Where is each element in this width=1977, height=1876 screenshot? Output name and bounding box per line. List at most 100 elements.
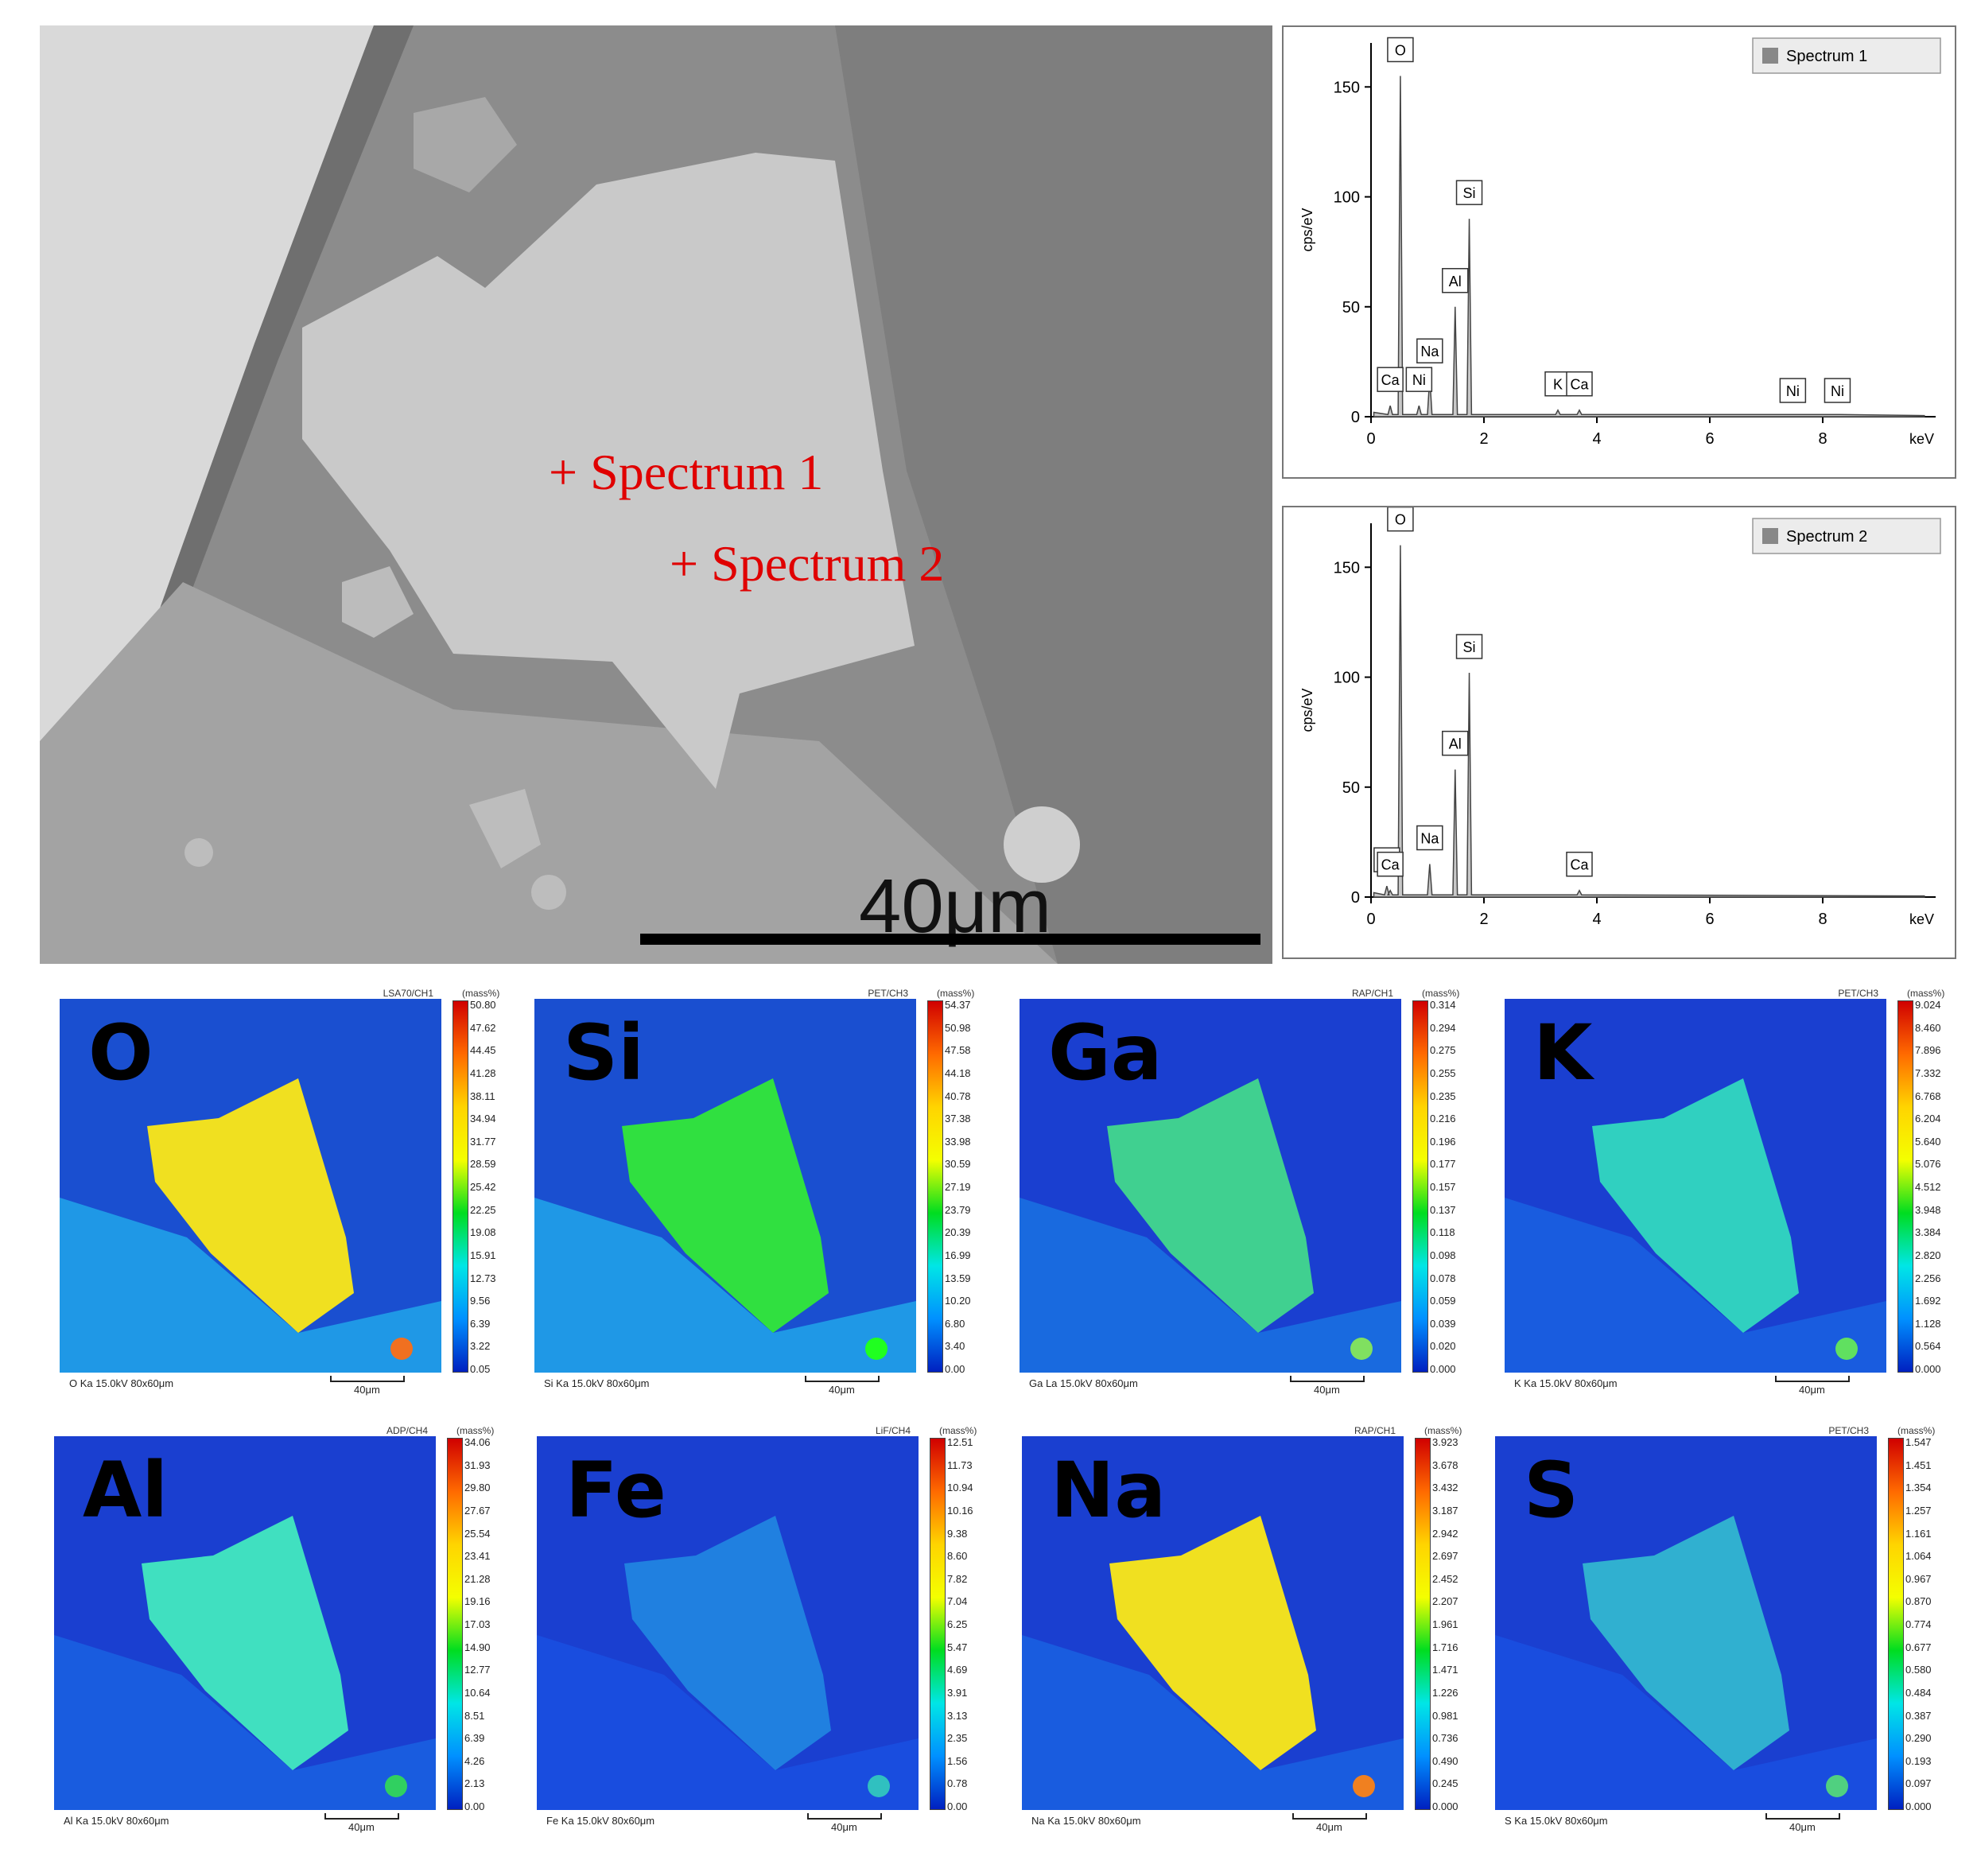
colorbar-tick: 0.177 [1430, 1158, 1456, 1171]
element-map-image [1020, 999, 1401, 1373]
map-scale-label: 40μm [1799, 1384, 1825, 1396]
colorbar [930, 1438, 946, 1810]
colorbar [1897, 1000, 1913, 1373]
peak-label-box [1455, 634, 1483, 659]
colorbar-tick: 30.59 [945, 1158, 971, 1171]
colorbar-tick: 0.118 [1430, 1226, 1455, 1239]
element-symbol: Ga [1048, 1008, 1163, 1097]
colorbar-tick: 2.35 [947, 1732, 968, 1745]
spectrum1-marker: + Spectrum 1 [549, 444, 824, 500]
y-axis-label: cps/eV [1299, 688, 1315, 732]
colorbar-unit: (mass%) [939, 1425, 977, 1436]
sem-image [40, 25, 1272, 964]
map-scale-bar [1775, 1376, 1850, 1382]
element-map-image [54, 1436, 436, 1810]
peak-label: Ni [1831, 383, 1844, 399]
colorbar-tick: 1.56 [947, 1754, 968, 1767]
map-footer: S Ka 15.0kV 80x60μm [1505, 1815, 1608, 1827]
colorbar-tick: 10.94 [947, 1482, 973, 1494]
colorbar-tick: 0.78 [947, 1777, 968, 1790]
colorbar-tick: 0.098 [1430, 1249, 1456, 1261]
colorbar-tick: 0.774 [1905, 1618, 1932, 1630]
peak-label-box [1377, 851, 1404, 877]
colorbar-tick: 0.870 [1905, 1595, 1932, 1608]
colorbar-tick: 17.03 [464, 1618, 491, 1630]
colorbar-tick: 22.25 [470, 1203, 496, 1216]
colorbar-tick: 1.471 [1432, 1664, 1458, 1676]
map-footer: Ga La 15.0kV 80x60μm [1029, 1377, 1138, 1389]
colorbar-tick: 9.38 [947, 1527, 968, 1540]
colorbar-tick: 0.245 [1432, 1777, 1458, 1790]
colorbar-ticks: 9.024 8.460 7.896 7.332 6.768 6.204 5.640 5.076… [1915, 999, 1971, 1375]
colorbar-tick: 3.432 [1432, 1482, 1458, 1494]
colorbar [452, 1000, 468, 1373]
colorbar-tick: 0.484 [1905, 1686, 1932, 1699]
peak-label-box [1779, 378, 1807, 403]
peak-label: Ca [1381, 372, 1400, 388]
colorbar-tick: 13.59 [945, 1272, 971, 1284]
colorbar-tick: 2.13 [464, 1777, 485, 1790]
element-map-image [60, 999, 441, 1373]
colorbar-unit: (mass%) [1424, 1425, 1462, 1436]
peak-label-box [1824, 378, 1851, 403]
colorbar-unit: (mass%) [1897, 1425, 1936, 1436]
x-axis-label: keV [1909, 431, 1934, 447]
colorbar-tick: 54.37 [945, 999, 971, 1011]
y-tick-label: 50 [1342, 779, 1360, 797]
element-map-image [1495, 1436, 1877, 1810]
peak-label: Al [1449, 736, 1462, 752]
colorbar-tick: 3.22 [470, 1340, 491, 1353]
colorbar-tick: 0.05 [470, 1363, 491, 1375]
colorbar-ticks: 50.80 47.62 44.45 41.28 38.11 34.94 31.77 28.59… [470, 999, 526, 1375]
colorbar-tick: 0.00 [464, 1800, 485, 1812]
colorbar-tick: 1.961 [1432, 1618, 1458, 1630]
map-scale-label: 40μm [1789, 1821, 1816, 1833]
y-tick-label: 0 [1351, 409, 1360, 426]
peak-label-box [1566, 371, 1593, 397]
colorbar-tick: 41.28 [470, 1066, 496, 1079]
colorbar-ticks: 34.06 31.93 29.80 27.67 25.54 23.41 21.28 19.16… [464, 1436, 520, 1812]
colorbar-tick: 0.216 [1430, 1113, 1456, 1125]
colorbar-tick: 10.16 [947, 1504, 973, 1517]
colorbar-tick: 5.47 [947, 1641, 968, 1653]
colorbar-tick: 6.39 [464, 1732, 485, 1745]
y-tick-label: 150 [1334, 79, 1360, 96]
colorbar-tick: 20.39 [945, 1226, 971, 1239]
colorbar-unit: (mass%) [1422, 988, 1460, 999]
colorbar-tick: 28.59 [470, 1158, 496, 1171]
sem-scale-bar [640, 934, 1260, 945]
map-channel: LSA70/CH1 [383, 988, 433, 999]
map-scale-label: 40μm [1316, 1821, 1342, 1833]
colorbar-tick: 34.94 [470, 1113, 496, 1125]
colorbar-tick: 14.90 [464, 1641, 491, 1653]
colorbar-tick: 3.948 [1915, 1203, 1941, 1216]
colorbar-tick: 12.51 [947, 1436, 973, 1448]
colorbar-tick: 0.097 [1905, 1777, 1932, 1790]
colorbar-tick: 1.692 [1915, 1295, 1941, 1307]
map-channel: RAP/CH1 [1354, 1425, 1396, 1436]
map-scale-label: 40μm [829, 1384, 855, 1396]
colorbar-tick: 0.193 [1905, 1754, 1932, 1767]
y-tick-label: 0 [1351, 889, 1360, 907]
colorbar-tick: 0.00 [947, 1800, 968, 1812]
colorbar [1415, 1438, 1431, 1810]
colorbar-unit: (mass%) [1907, 988, 1945, 999]
colorbar-tick: 7.896 [1915, 1044, 1941, 1057]
peak-label: Ni [1786, 383, 1800, 399]
colorbar-tick: 0.235 [1430, 1089, 1456, 1102]
colorbar-tick: 0.564 [1915, 1340, 1941, 1353]
x-tick-label: 2 [1479, 430, 1488, 448]
y-axis-label: cps/eV [1299, 208, 1315, 251]
colorbar-tick: 0.294 [1430, 1021, 1456, 1034]
colorbar-tick: 0.078 [1430, 1272, 1456, 1284]
map-scale-bar [1765, 1813, 1840, 1820]
spectrum-curve [1373, 545, 1925, 898]
peak-label-box [1416, 825, 1443, 851]
peak-label-box [1566, 851, 1593, 877]
colorbar-tick: 25.54 [464, 1527, 491, 1540]
colorbar-tick: 23.41 [464, 1550, 491, 1563]
legend-label: Spectrum 1 [1786, 48, 1867, 65]
colorbar-tick: 9.56 [470, 1295, 491, 1307]
colorbar-tick: 0.000 [1915, 1363, 1941, 1375]
colorbar-tick: 3.91 [947, 1686, 968, 1699]
